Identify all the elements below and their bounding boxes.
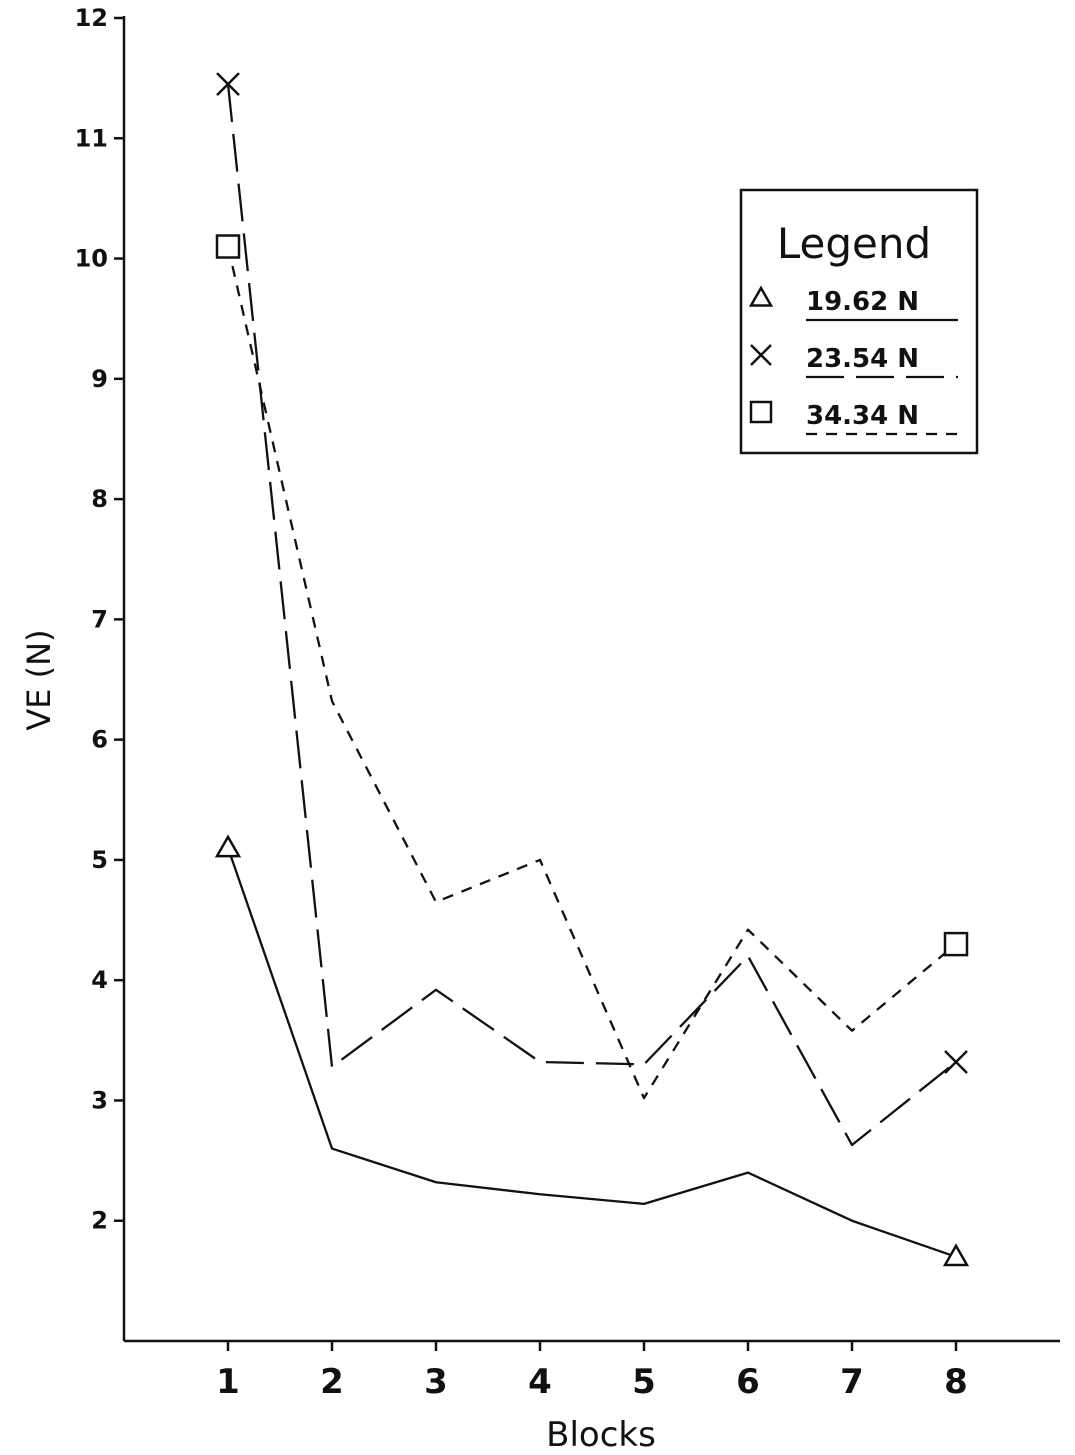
- series-1: [214, 834, 970, 1267]
- y-tick-label: 10: [75, 245, 108, 273]
- data-point-marker: [214, 834, 242, 858]
- y-tick-label: 4: [91, 966, 108, 994]
- y-tick-label: 2: [91, 1207, 108, 1235]
- series-line: [226, 84, 957, 1147]
- data-point-marker: [944, 1050, 968, 1074]
- series-2: [216, 72, 968, 1147]
- x-axis-title: Blocks: [546, 1415, 656, 1455]
- y-tick-label: 8: [91, 485, 108, 513]
- x-tick-label: 4: [528, 1362, 552, 1402]
- y-axis-title: VE (N): [20, 629, 58, 730]
- legend-items: 19.62 N 23.54 N 34.34 N: [748, 285, 958, 436]
- y-tick-label: 3: [91, 1086, 108, 1114]
- y-tick-label: 7: [91, 605, 108, 633]
- series-line: [226, 847, 957, 1258]
- series-layer: [214, 72, 970, 1267]
- legend-title: Legend: [777, 219, 931, 268]
- y-tick-label: 9: [91, 365, 108, 393]
- legend-label: 19.62 N: [806, 287, 919, 317]
- legend-marker: [749, 400, 773, 424]
- legend-item: 34.34 N: [749, 400, 958, 436]
- legend-marker: [750, 344, 772, 366]
- x-tick-label: 5: [632, 1362, 656, 1402]
- y-tick-label: 12: [75, 4, 108, 32]
- data-point-marker: [216, 72, 240, 97]
- legend-item: 23.54 N: [750, 344, 958, 379]
- x-tick-label: 3: [424, 1362, 448, 1402]
- x-tick-label: 6: [736, 1362, 760, 1402]
- x-tick-label: 7: [840, 1362, 864, 1402]
- y-tick-label: 11: [75, 124, 108, 152]
- legend-box: [739, 188, 979, 455]
- series-3: [215, 234, 969, 1100]
- legend-label: 23.54 N: [806, 344, 919, 374]
- legend-item: 19.62 N: [748, 285, 958, 322]
- x-tick-label: 8: [944, 1362, 968, 1402]
- x-tick-label: 1: [216, 1362, 240, 1402]
- series-line: [226, 246, 957, 1100]
- legend-marker: [748, 285, 774, 307]
- y-tick-label: 5: [91, 846, 108, 874]
- legend-label: 34.34 N: [806, 401, 919, 431]
- data-point-marker: [943, 931, 969, 957]
- y-tick-label: 6: [91, 726, 108, 754]
- data-point-marker: [215, 234, 241, 259]
- x-tick-label: 2: [320, 1362, 344, 1402]
- data-point-marker: [942, 1243, 970, 1267]
- legend: Legend 19.62 N 23.54 N 34.34 N: [739, 188, 979, 455]
